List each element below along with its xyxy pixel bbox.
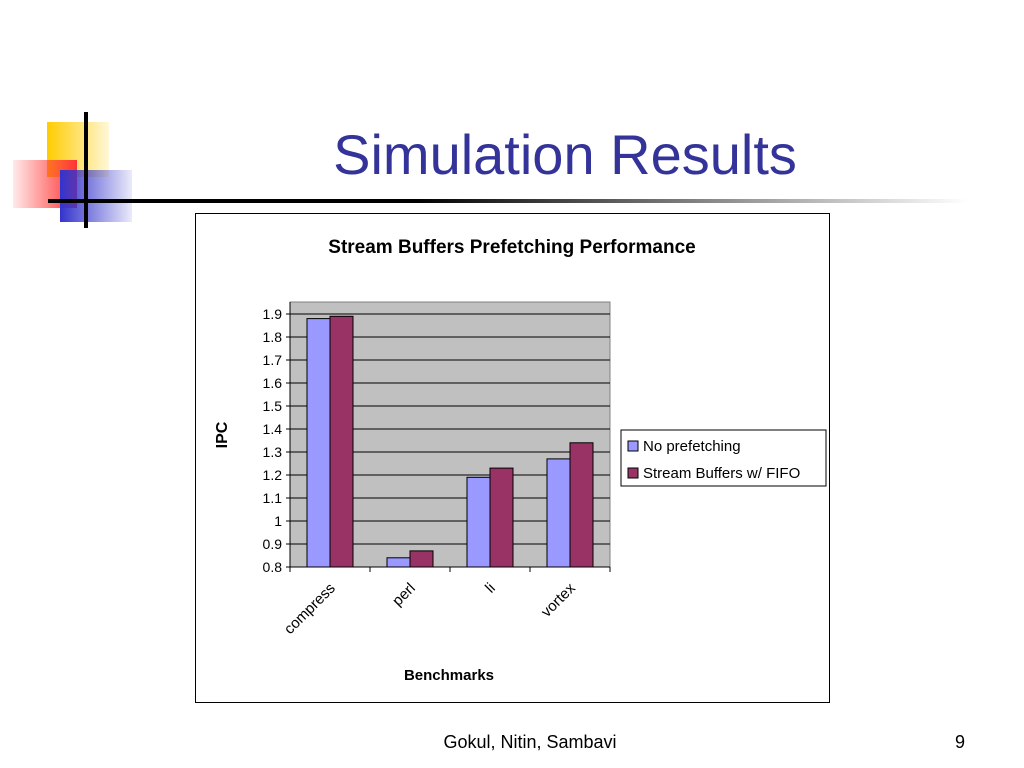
x-tick-label-li: li	[482, 580, 499, 597]
y-tick-label: 1	[274, 513, 282, 529]
chart: Stream Buffers Prefetching Performance 0…	[214, 237, 827, 684]
bar-vortex-series-1	[546, 458, 571, 568]
bar-perl-series-2	[409, 550, 434, 568]
y-tick-label: 1.6	[263, 375, 283, 391]
x-tick-label-vortex: vortex	[538, 579, 579, 620]
y-tick-label: 1.1	[263, 490, 283, 506]
legend-box	[620, 429, 827, 487]
legend-label-no-prefetching: No prefetching	[643, 438, 741, 455]
title-underline	[48, 199, 968, 203]
footer-authors: Gokul, Nitin, Sambavi	[443, 732, 617, 752]
y-tick-label: 0.9	[263, 536, 283, 552]
deco-blue-square	[60, 170, 132, 222]
slide-title: Simulation Results	[333, 123, 797, 186]
y-tick-label: 1.3	[263, 444, 283, 460]
chart-container: Stream Buffers Prefetching Performance 0…	[195, 213, 830, 703]
x-tick-label-compress: compress	[281, 580, 339, 638]
y-tick-label: 1.4	[263, 421, 283, 437]
bar-li-series-1	[466, 476, 491, 568]
bar-compress-series-1	[306, 318, 331, 568]
x-axis-label: Benchmarks	[404, 667, 494, 684]
chart-title: Stream Buffers Prefetching Performance	[328, 237, 695, 258]
legend-label-stream-buffers: Stream Buffers w/ FIFO	[643, 465, 800, 482]
y-tick-label: 1.9	[263, 306, 283, 322]
y-tick-label: 1.5	[263, 398, 283, 414]
y-tick-label: 1.7	[263, 352, 283, 368]
y-axis-label: IPC	[214, 421, 231, 448]
y-tick-label: 1.8	[263, 329, 283, 345]
y-tick-label: 0.8	[263, 559, 283, 575]
bar-vortex-series-2	[569, 442, 594, 568]
bar-compress-series-2	[329, 315, 354, 568]
legend-swatch-stream-buffers	[627, 467, 639, 479]
bar-perl-series-1	[386, 557, 411, 568]
slide-decoration	[13, 112, 132, 228]
deco-vertical-line	[84, 112, 88, 228]
legend-swatch-no-prefetching	[627, 440, 639, 452]
y-tick-label: 1.2	[263, 467, 283, 483]
bar-li-series-2	[489, 467, 514, 568]
page-number: 9	[954, 732, 965, 752]
x-tick-label-perl: perl	[389, 580, 419, 610]
legend: No prefetching Stream Buffers w/ FIFO	[620, 429, 827, 487]
